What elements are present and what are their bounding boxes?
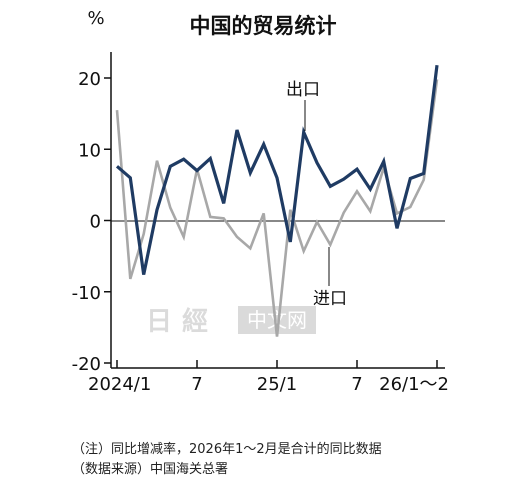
watermark-brand: 日經	[146, 306, 218, 337]
x-tick-label: 7	[191, 374, 202, 395]
data-source: （数据来源）中国海关总署	[72, 462, 229, 477]
x-tick-label: 2024/1	[88, 374, 151, 395]
x-tick-label: 25/1	[257, 374, 297, 395]
chart-title: 中国的贸易统计	[190, 14, 337, 38]
series-lines	[115, 65, 439, 337]
y-tick-label: 20	[78, 69, 101, 90]
x-ticks: 2024/1 7 25/1 7 26/1～2	[88, 360, 449, 395]
import-label: 进口	[313, 289, 347, 309]
watermark: 日經 中文网	[146, 306, 316, 337]
y-ticks: 20 10 0 -10 -20	[72, 69, 111, 375]
y-tick-label: -20	[72, 354, 101, 375]
y-axis-unit: %	[87, 8, 104, 29]
x-tick-label: 26/1～2	[379, 374, 449, 395]
y-tick-label: 0	[90, 212, 101, 233]
import-series-line	[115, 79, 439, 337]
x-tick-label: 7	[351, 374, 362, 395]
export-series-line	[115, 65, 439, 275]
y-tick-label: -10	[72, 283, 101, 304]
y-tick-label: 10	[78, 140, 101, 161]
footnote: （注）同比增减率，2026年1～2月是合计的同比数据	[72, 442, 382, 457]
export-label: 出口	[286, 80, 320, 100]
